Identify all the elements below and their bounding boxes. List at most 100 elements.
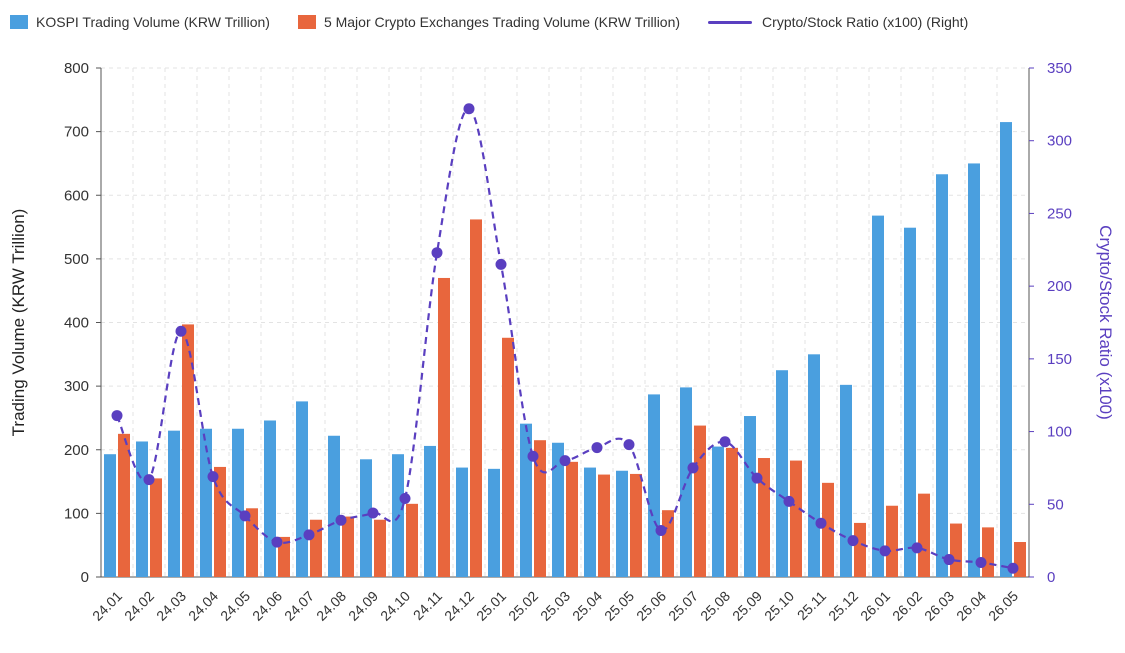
x-tick-label: 24.02 bbox=[121, 588, 157, 624]
ratio-point bbox=[335, 514, 347, 526]
y-tick-label-left: 0 bbox=[81, 569, 89, 586]
x-tick-label: 26.05 bbox=[985, 588, 1021, 624]
legend-item-crypto[interactable]: 5 Major Crypto Exchanges Trading Volume … bbox=[297, 14, 680, 30]
x-tick-label: 26.01 bbox=[857, 588, 893, 624]
bar-kospi bbox=[424, 445, 436, 577]
x-tick-label: 24.08 bbox=[313, 588, 349, 624]
bar-kospi bbox=[680, 387, 692, 577]
bar-crypto bbox=[182, 324, 194, 577]
y-tick-label-left: 700 bbox=[64, 124, 89, 141]
legend-item-ratio[interactable]: Crypto/Stock Ratio (x100) (Right) bbox=[708, 14, 968, 30]
ratio-point bbox=[111, 410, 123, 422]
y-tick-label-right: 100 bbox=[1047, 424, 1072, 441]
x-tick-label: 25.12 bbox=[825, 588, 861, 624]
x-tick-label: 25.07 bbox=[665, 588, 701, 624]
ratio-point bbox=[143, 474, 155, 486]
x-tick-label: 26.02 bbox=[889, 588, 925, 624]
legend-item-kospi[interactable]: KOSPI Trading Volume (KRW Trillion) bbox=[10, 14, 270, 30]
x-tick-label: 25.01 bbox=[473, 588, 509, 624]
bar-kospi bbox=[616, 470, 628, 577]
ratio-point bbox=[367, 507, 379, 519]
legend-swatch-kospi bbox=[10, 15, 28, 29]
bar-crypto bbox=[630, 473, 642, 577]
bar-crypto bbox=[374, 519, 386, 577]
ratio-point bbox=[655, 524, 667, 536]
bar-kospi bbox=[552, 442, 564, 577]
bar-crypto bbox=[982, 527, 994, 577]
bar-kospi bbox=[168, 430, 180, 577]
bar-crypto bbox=[502, 337, 514, 577]
bar-kospi bbox=[712, 446, 724, 577]
grid-lines bbox=[101, 67, 1029, 577]
bar-crypto bbox=[118, 433, 130, 577]
bar-crypto bbox=[566, 461, 578, 577]
chart-legend: KOSPI Trading Volume (KRW Trillion) 5 Ma… bbox=[10, 8, 996, 36]
bar-kospi bbox=[776, 370, 788, 577]
x-tick-label: 26.04 bbox=[953, 588, 989, 624]
x-tick-label: 25.02 bbox=[505, 588, 541, 624]
bar-kospi bbox=[520, 423, 532, 577]
bar-kospi bbox=[232, 428, 244, 577]
y-tick-label-right: 200 bbox=[1047, 278, 1072, 295]
legend-swatch-crypto bbox=[297, 15, 316, 29]
bar-kospi bbox=[840, 384, 852, 577]
bar-crypto bbox=[918, 493, 930, 577]
bar-kospi bbox=[872, 215, 884, 578]
bar-kospi bbox=[1000, 122, 1012, 578]
bar-crypto bbox=[310, 519, 322, 577]
x-tick-label: 25.04 bbox=[569, 588, 605, 624]
y-tick-label-left: 100 bbox=[64, 505, 89, 522]
ratio-point bbox=[911, 542, 923, 554]
legend-label-kospi: KOSPI Trading Volume (KRW Trillion) bbox=[36, 14, 270, 30]
y-tick-label-left: 300 bbox=[64, 378, 89, 395]
bar-crypto bbox=[214, 466, 226, 577]
ratio-point bbox=[559, 455, 571, 467]
ratio-point bbox=[623, 439, 635, 451]
bar-crypto bbox=[470, 219, 482, 578]
x-tick-label: 24.05 bbox=[217, 588, 253, 624]
bar-kospi bbox=[968, 163, 980, 577]
bar-crypto bbox=[534, 440, 546, 577]
y-axis-title-left: Trading Volume (KRW Trillion) bbox=[9, 209, 28, 437]
ratio-point bbox=[303, 529, 315, 541]
y-tick-label-left: 600 bbox=[64, 187, 89, 204]
legend-label-ratio: Crypto/Stock Ratio (x100) (Right) bbox=[762, 14, 969, 30]
y-tick-label-left: 500 bbox=[64, 251, 89, 268]
bar-kospi bbox=[648, 394, 660, 577]
bar-kospi bbox=[136, 441, 148, 577]
x-tick-label: 25.09 bbox=[729, 588, 765, 624]
ratio-point bbox=[495, 258, 507, 270]
bar-kospi bbox=[360, 459, 372, 577]
ratio-point bbox=[271, 536, 283, 548]
y-tick-label-right: 250 bbox=[1047, 205, 1072, 222]
bar-kospi bbox=[936, 174, 948, 577]
bar-crypto bbox=[758, 458, 770, 577]
bar-kospi bbox=[104, 454, 116, 577]
ratio-point bbox=[975, 556, 987, 568]
bar-kospi bbox=[904, 227, 916, 578]
x-tick-label: 25.06 bbox=[633, 588, 669, 624]
bar-crypto bbox=[694, 425, 706, 577]
y-tick-label-right: 0 bbox=[1047, 569, 1055, 586]
ratio-points bbox=[111, 103, 1019, 574]
bar-crypto bbox=[726, 447, 738, 577]
bar-kospi bbox=[808, 354, 820, 577]
bar-crypto bbox=[854, 522, 866, 577]
bar-kospi bbox=[584, 467, 596, 577]
y-tick-label-right: 300 bbox=[1047, 133, 1072, 150]
y-tick-label-left: 200 bbox=[64, 442, 89, 459]
ratio-point bbox=[847, 535, 859, 547]
bar-kospi bbox=[296, 401, 308, 577]
x-tick-label: 26.03 bbox=[921, 588, 957, 624]
ratio-point bbox=[783, 495, 795, 507]
x-tick-label: 24.09 bbox=[345, 588, 381, 624]
bar-kospi bbox=[456, 467, 468, 577]
bar-crypto bbox=[886, 505, 898, 577]
ratio-point bbox=[399, 492, 411, 504]
x-tick-label: 24.06 bbox=[249, 588, 285, 624]
x-tick-label: 24.11 bbox=[410, 588, 446, 624]
x-tick-label: 24.04 bbox=[185, 588, 221, 624]
bar-crypto bbox=[822, 482, 834, 577]
ratio-point bbox=[815, 517, 827, 529]
